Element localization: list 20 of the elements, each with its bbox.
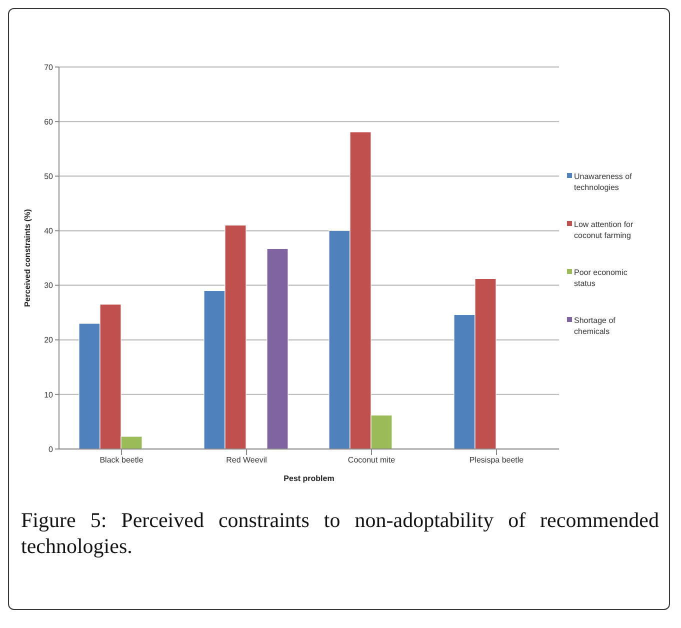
x-axis-title: Pest problem bbox=[284, 474, 334, 483]
y-tick-label: 70 bbox=[44, 62, 54, 72]
y-tick-label: 0 bbox=[48, 444, 54, 454]
y-axis-title: Perceived constraints (%) bbox=[22, 208, 32, 307]
y-tick-label: 30 bbox=[44, 281, 54, 290]
y-tick-label: 40 bbox=[44, 226, 54, 236]
y-tick-label: 10 bbox=[44, 390, 54, 400]
x-tick-label: Red Weevil bbox=[226, 456, 268, 465]
y-tick-label: 20 bbox=[44, 336, 54, 345]
legend-label: Shortage of chemicals bbox=[574, 315, 616, 337]
y-tick-label: 60 bbox=[44, 117, 54, 126]
x-tick-label: Coconut mite bbox=[348, 456, 396, 465]
legend-label: Poor economic status bbox=[574, 267, 628, 289]
y-tick-label: 50 bbox=[44, 172, 54, 181]
x-tick-label: Plesispa beetle bbox=[469, 456, 524, 465]
x-tick-label: Black beetle bbox=[100, 456, 144, 465]
caption: Figure 5: Perceived constraints to non-adoptability of recommended technologies. bbox=[20, 507, 660, 559]
legend-label: Low attention for coconut farming bbox=[574, 219, 634, 241]
bar bbox=[266, 248, 288, 449]
legend-label: Unawareness of technologies bbox=[574, 171, 633, 193]
